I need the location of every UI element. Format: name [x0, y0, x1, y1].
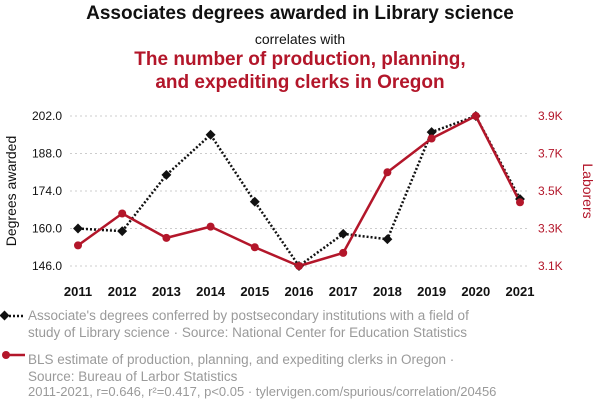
x-tick-label: 2018	[373, 284, 402, 299]
chart-title-secondary-line1: The number of production, planning,	[134, 49, 466, 70]
legend-marker-1	[0, 310, 25, 321]
legend-item-degrees: Associate's degrees conferred by postsec…	[28, 307, 588, 341]
x-tick-label: 2019	[417, 284, 446, 299]
data-point-series-1	[117, 226, 128, 237]
legend-item-clerks-line2: Source: Bureau of Larbor Statistics	[28, 369, 238, 384]
y-tick-left-label: 202.0	[32, 109, 62, 123]
data-point-series-2	[383, 168, 392, 177]
footer-stats: 2011-2021, r=0.646, r²=0.417, p<0.05 · t…	[28, 384, 497, 399]
x-tick-label: 2012	[108, 284, 137, 299]
data-point-series-2	[74, 241, 82, 250]
y-tick-right-label: 3.5K	[538, 184, 563, 198]
data-point-series-1	[338, 228, 349, 239]
chart-svg: 146.0 160.0 174.0 188.0 202.0 3.1K 3.3K 3.5K 3.7…	[3, 109, 596, 299]
legend-item-clerks-line1: BLS estimate of production, planning, an…	[28, 352, 455, 367]
y-tick-right-label: 3.1K	[538, 259, 563, 273]
data-point-series-1	[249, 196, 260, 207]
series-line-2	[77, 114, 522, 268]
data-point-series-1	[382, 234, 393, 245]
x-tick-label: 2013	[152, 284, 181, 299]
data-point-series-2	[339, 248, 348, 257]
data-point-series-2	[295, 262, 303, 270]
y-tick-left-label: 146.0	[32, 259, 62, 273]
data-point-series-2	[471, 112, 480, 120]
data-point-series-1	[73, 223, 83, 234]
data-point-series-2	[118, 209, 127, 218]
data-point-series-2	[516, 198, 524, 207]
data-point-series-2	[206, 222, 215, 231]
x-tick-label: 2014	[196, 284, 226, 299]
y-tick-right-label: 3.3K	[538, 222, 563, 236]
chart-title: Associates degrees awarded in Library sc…	[86, 3, 514, 24]
legend-item-degrees-line2: study of Library science · Source: Natio…	[28, 325, 467, 340]
x-tick-label: 2020	[461, 284, 490, 299]
y-tick-left-label: 160.0	[32, 222, 62, 236]
x-tick-label: 2021	[506, 284, 535, 299]
data-point-series-2	[250, 243, 259, 252]
series-line-1	[77, 114, 522, 268]
legend-marker-2	[2, 351, 25, 359]
data-point-series-1	[426, 127, 437, 138]
x-tick-label: 2015	[240, 284, 269, 299]
y-tick-right-label: 3.7K	[538, 147, 563, 161]
legend-item-clerks: BLS estimate of production, planning, an…	[28, 351, 588, 385]
legend-item-degrees-line1: Associate's degrees conferred by postsec…	[28, 308, 469, 323]
y-axis-label-left: Degrees awarded	[3, 136, 19, 247]
data-point-series-2	[427, 134, 436, 143]
y-tick-left-label: 188.0	[32, 147, 62, 161]
y-tick-left-label: 174.0	[32, 184, 62, 198]
x-tick-label: 2011	[64, 284, 92, 299]
chart-subtitle: correlates with	[254, 31, 346, 47]
chart-title-secondary-line2: and expediting clerks in Oregon	[155, 72, 445, 93]
chart-title-secondary: The number of production, planning, and …	[0, 48, 600, 94]
y-axis-label-right: Laborers	[580, 163, 596, 218]
data-point-series-2	[162, 233, 171, 242]
x-tick-label: 2017	[329, 284, 358, 299]
data-point-series-1	[161, 169, 172, 180]
y-tick-right-label: 3.9K	[538, 109, 563, 123]
data-point-series-1	[205, 129, 216, 140]
x-tick-label: 2016	[285, 284, 314, 299]
